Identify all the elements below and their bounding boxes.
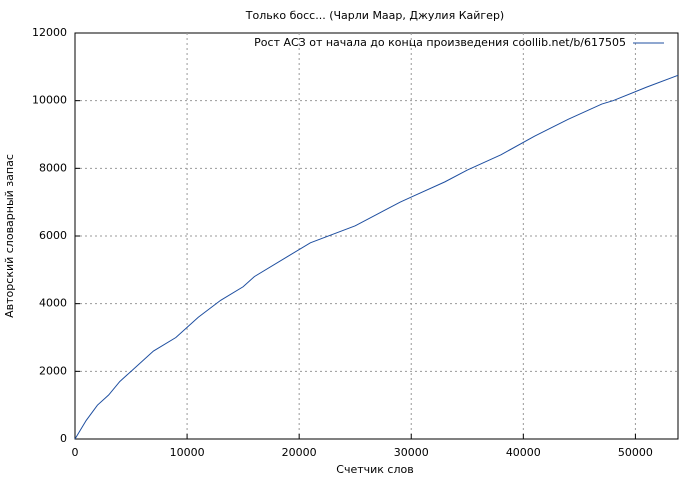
x-axis-label: Счетчик слов [336,463,413,476]
chart-title: Только босс... (Чарли Маар, Джулия Кайге… [245,9,504,22]
y-tick-label: 0 [60,432,67,445]
y-axis-label: Авторский словарный запас [3,154,16,318]
x-tick-label: 50000 [618,446,653,459]
y-tick-label: 4000 [39,297,67,310]
x-tick-label: 10000 [170,446,205,459]
x-tick-label: 20000 [282,446,317,459]
x-tick-label: 0 [72,446,79,459]
x-tick-label: 30000 [394,446,429,459]
y-tick-label: 6000 [39,229,67,242]
y-tick-label: 8000 [39,161,67,174]
y-tick-label: 12000 [32,26,67,39]
x-tick-label: 40000 [506,446,541,459]
y-tick-label: 2000 [39,364,67,377]
y-tick-label: 10000 [32,94,67,107]
legend-label: Рост АСЗ от начала до конца произведения… [254,36,626,49]
series-line [74,74,679,440]
